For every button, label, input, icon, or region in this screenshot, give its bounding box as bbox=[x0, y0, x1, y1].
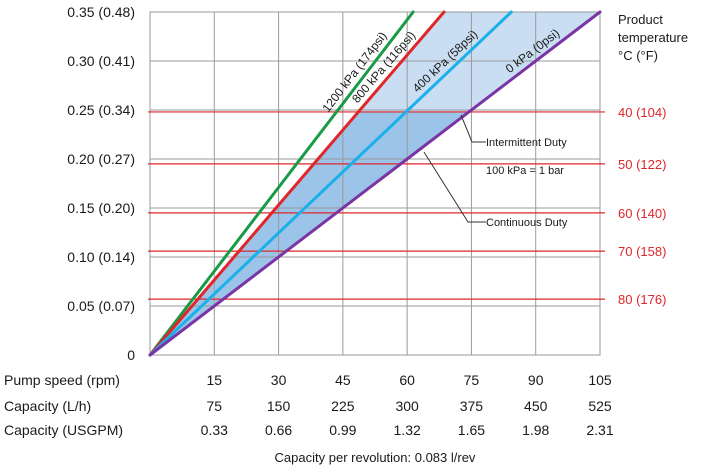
intermittent-duty-region bbox=[358, 12, 600, 112]
y-tick-label: 0.05 (0.07) bbox=[67, 298, 135, 314]
x-tick-label: 75 bbox=[206, 398, 222, 414]
x-tick-label: 15 bbox=[206, 372, 222, 388]
x-tick-label: 0.33 bbox=[201, 422, 228, 438]
series-line bbox=[148, 10, 415, 357]
temperature-lines: 40 (104) 50 (122) 60 (140) 70 (158) 80 (176) bbox=[148, 105, 666, 307]
x-tick-label: 300 bbox=[395, 398, 419, 414]
x-tick-label: 375 bbox=[460, 398, 484, 414]
x-tick-label: 105 bbox=[588, 372, 612, 388]
intermittent-leader bbox=[460, 114, 486, 143]
x-tick-label: 450 bbox=[524, 398, 548, 414]
x-tick-label: 525 bbox=[588, 398, 612, 414]
temperature-axis-title: temperature bbox=[618, 30, 688, 45]
x-tick-label: 75 bbox=[464, 372, 480, 388]
x-tick-label: 225 bbox=[331, 398, 355, 414]
plot-border bbox=[149, 11, 601, 356]
y-tick-label: 0.20 (0.27) bbox=[67, 151, 135, 167]
x-tick-label: 0.66 bbox=[265, 422, 292, 438]
y-tick-label: 0.25 (0.34) bbox=[67, 102, 135, 118]
series-line bbox=[148, 10, 446, 357]
temperature-label: 50 (122) bbox=[618, 157, 666, 172]
x-tick-label: 150 bbox=[267, 398, 291, 414]
y-tick-label: 0 bbox=[127, 347, 135, 363]
x-tick-label: 1.98 bbox=[522, 422, 549, 438]
x-tick-label: 1.65 bbox=[458, 422, 485, 438]
y-tick-label: 0.35 (0.48) bbox=[67, 4, 135, 20]
continuous-duty-label: Continuous Duty bbox=[486, 217, 568, 229]
continuous-leader bbox=[423, 151, 486, 223]
x-tick-label: 0.99 bbox=[329, 422, 356, 438]
intermittent-duty-label: Intermittent Duty bbox=[486, 137, 567, 149]
y-tick-label: 0.30 (0.41) bbox=[67, 53, 135, 69]
footnote: Capacity per revolution: 0.083 l/rev bbox=[275, 450, 476, 465]
temperature-axis-title: °C (°F) bbox=[618, 48, 658, 63]
temperature-label: 70 (158) bbox=[618, 244, 666, 259]
bar-note: 100 kPa = 1 bar bbox=[486, 165, 564, 177]
chart-labels: 0.35 (0.48) 0.30 (0.41) 0.25 (0.34) 0.20 (0… bbox=[4, 4, 688, 465]
temperature-axis-title: Product bbox=[618, 12, 663, 27]
x-tick-label: 1.32 bbox=[394, 422, 421, 438]
x-tick-label: 90 bbox=[528, 372, 544, 388]
x-row-title: Capacity (USGPM) bbox=[4, 422, 123, 438]
temperature-label: 40 (104) bbox=[618, 105, 666, 120]
x-tick-label: 2.31 bbox=[586, 422, 613, 438]
x-tick-label: 60 bbox=[399, 372, 415, 388]
x-tick-label: 45 bbox=[335, 372, 351, 388]
series-line bbox=[148, 10, 602, 357]
series-line bbox=[148, 10, 513, 357]
x-tick-label: 30 bbox=[271, 372, 287, 388]
annotation-leaders: Intermittent Duty 100 kPa = 1 bar Continuo… bbox=[423, 114, 568, 229]
y-tick-label: 0.15 (0.20) bbox=[67, 200, 135, 216]
temperature-label: 80 (176) bbox=[618, 292, 666, 307]
pressure-series: 1200 kPa (174psi)800 kPa (116psi)400 kPa… bbox=[148, 10, 602, 357]
x-row-title: Pump speed (rpm) bbox=[4, 372, 120, 388]
y-tick-label: 0.10 (0.14) bbox=[67, 249, 135, 265]
temperature-label: 60 (140) bbox=[618, 206, 666, 221]
x-row-title: Capacity (L/h) bbox=[4, 398, 91, 414]
